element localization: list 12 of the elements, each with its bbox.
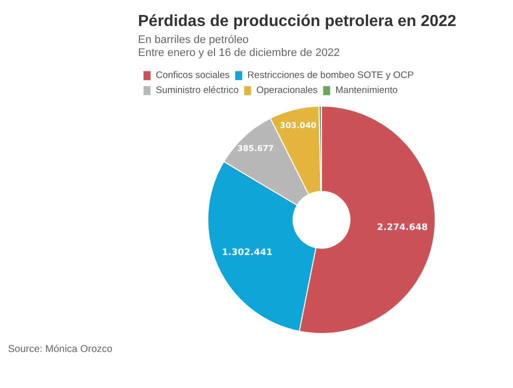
- source-note: Source: Mónica Orozco: [8, 344, 114, 355]
- legend-label: Mantenimiento: [335, 85, 398, 96]
- legend-label: Restricciones de bombeo SOTE y OCP: [247, 70, 414, 82]
- legend-label: Conficos sociales: [156, 70, 230, 82]
- data-label: 2.274.648: [377, 223, 428, 234]
- data-label: 385.677: [237, 144, 274, 154]
- legend-label: Suministro eléctrico: [156, 85, 239, 96]
- chart-subtitle: En barriles de petróleo Entre enero y el 16 de diciembre de 2022: [138, 34, 340, 60]
- legend-label: Operacionales: [256, 85, 318, 96]
- data-label: 303.040: [280, 121, 317, 130]
- chart-title: Pérdidas de producción petrolera en 2022: [138, 13, 456, 30]
- data-label: 1.302.441: [222, 248, 273, 258]
